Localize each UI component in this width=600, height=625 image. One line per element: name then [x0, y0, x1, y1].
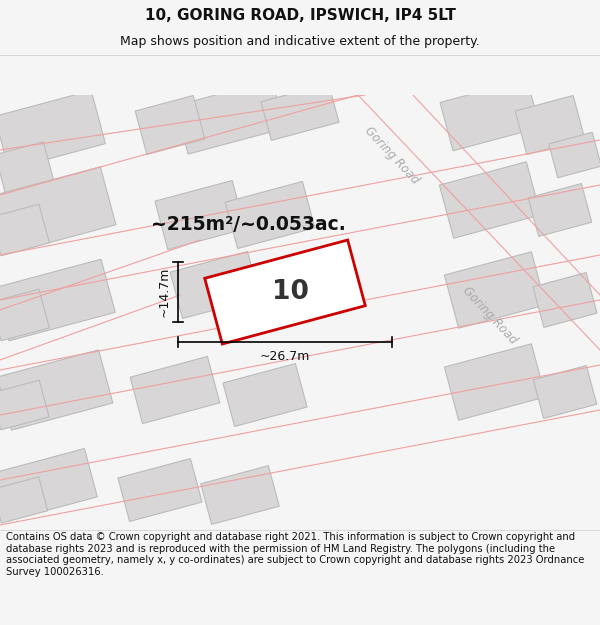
Polygon shape [201, 466, 279, 524]
Polygon shape [135, 96, 205, 154]
Text: Goring Road: Goring Road [460, 284, 520, 346]
Text: 10, GORING ROAD, IPSWICH, IP4 5LT: 10, GORING ROAD, IPSWICH, IP4 5LT [145, 8, 455, 23]
Text: 10: 10 [272, 279, 308, 305]
Polygon shape [445, 252, 545, 328]
Text: ~215m²/~0.053ac.: ~215m²/~0.053ac. [151, 216, 346, 234]
Text: ~14.7m: ~14.7m [157, 267, 170, 317]
Polygon shape [155, 181, 245, 249]
Polygon shape [0, 167, 116, 253]
Polygon shape [0, 477, 48, 523]
Polygon shape [225, 181, 315, 249]
Polygon shape [533, 272, 597, 328]
Text: Goring Road: Goring Road [362, 124, 422, 186]
Polygon shape [0, 204, 49, 256]
Text: Contains OS data © Crown copyright and database right 2021. This information is : Contains OS data © Crown copyright and d… [6, 532, 584, 577]
Polygon shape [170, 251, 260, 319]
Polygon shape [533, 366, 597, 418]
Polygon shape [528, 184, 592, 236]
Polygon shape [0, 142, 55, 198]
Polygon shape [0, 350, 113, 430]
Polygon shape [261, 84, 339, 141]
Polygon shape [223, 364, 307, 426]
Polygon shape [515, 96, 585, 154]
Text: ~26.7m: ~26.7m [260, 351, 310, 364]
Polygon shape [439, 162, 541, 238]
Polygon shape [549, 132, 600, 178]
Polygon shape [440, 79, 540, 151]
Polygon shape [205, 240, 365, 344]
Polygon shape [175, 80, 285, 154]
Polygon shape [0, 91, 106, 169]
Polygon shape [118, 459, 202, 521]
Polygon shape [0, 289, 49, 341]
Polygon shape [0, 259, 115, 341]
Polygon shape [0, 449, 97, 521]
Text: Map shows position and indicative extent of the property.: Map shows position and indicative extent… [120, 35, 480, 48]
Polygon shape [445, 344, 545, 420]
Polygon shape [0, 380, 49, 430]
Polygon shape [130, 356, 220, 424]
